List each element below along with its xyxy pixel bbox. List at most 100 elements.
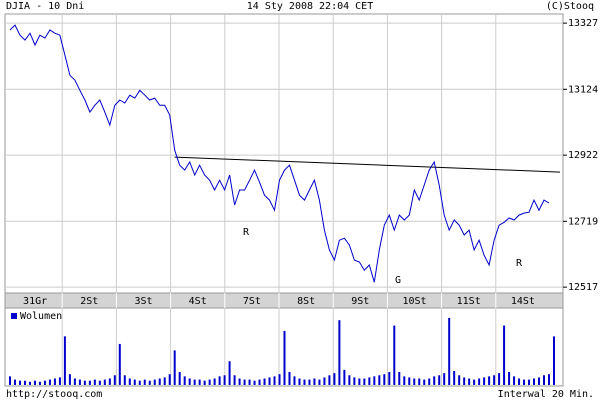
volume-bar	[288, 372, 291, 385]
volume-bar	[208, 379, 211, 385]
volume-bar	[543, 375, 546, 385]
volume-bar	[163, 377, 166, 385]
x-tick-label: 9St	[351, 296, 369, 307]
volume-bar	[478, 378, 481, 385]
volume-bar	[533, 378, 536, 385]
y-tick-label: 12922	[568, 150, 598, 161]
x-tick-label: 10St	[402, 296, 426, 307]
volume-bar	[123, 375, 126, 385]
volume-bar	[118, 343, 121, 385]
volume-bar	[328, 375, 331, 385]
volume-bar	[178, 372, 181, 385]
volume-bar	[428, 378, 431, 385]
volume-bar	[43, 380, 46, 385]
volume-bar	[233, 375, 236, 385]
volume-bar	[38, 381, 41, 385]
volume-bar	[318, 379, 321, 385]
annotation: R	[516, 258, 523, 269]
price-line	[9, 24, 550, 283]
header-center: 14 Sty 2008 22:04 CET	[247, 1, 373, 12]
volume-bar	[393, 325, 396, 385]
volume-bar	[338, 320, 341, 385]
volume-bar	[523, 379, 526, 385]
volume-bar	[443, 373, 446, 385]
volume-bar	[303, 379, 306, 385]
volume-bar	[408, 377, 411, 385]
volume-bar	[448, 318, 451, 385]
volume-bar	[153, 379, 156, 385]
volume-bar	[548, 374, 550, 385]
volume-bar	[263, 378, 266, 385]
volume-bar	[78, 379, 81, 385]
volume-bar	[468, 378, 471, 385]
volume-bar	[103, 379, 106, 385]
volume-bar	[143, 379, 146, 385]
volume-bar	[48, 379, 51, 385]
volume-bar	[278, 374, 281, 385]
volume-bar	[33, 380, 36, 385]
volume-bar	[373, 376, 376, 385]
volume-bar	[148, 380, 151, 385]
volume-bar	[528, 379, 531, 385]
volume-bar	[213, 378, 216, 385]
volume-bar	[183, 376, 186, 385]
volume-bar	[88, 380, 91, 385]
x-tick-label: 7St	[243, 296, 261, 307]
volume-bar	[63, 336, 66, 385]
volume-bar	[198, 379, 201, 385]
volume-bar	[308, 379, 311, 385]
volume-bar	[243, 379, 246, 385]
volume-bar	[463, 377, 466, 385]
volume-bar	[493, 375, 496, 385]
trendline	[174, 156, 561, 173]
volume-bar	[203, 380, 206, 385]
header-right: (C)Stooq	[546, 1, 594, 12]
volume-bar	[133, 379, 136, 385]
volume-bar	[503, 325, 506, 385]
volume-bar	[383, 374, 386, 385]
x-tick-label: 11St	[457, 296, 481, 307]
x-tick-label: 3St	[134, 296, 152, 307]
volume-bar	[228, 361, 231, 385]
volume-bar	[488, 376, 491, 385]
volume-bar	[453, 370, 456, 385]
y-tick-label: 13327	[568, 18, 598, 29]
volume-bar	[238, 378, 241, 385]
volume-bar	[283, 330, 286, 385]
x-tick-label: 4St	[189, 296, 207, 307]
volume-bar	[28, 381, 31, 385]
volume-bar	[108, 378, 111, 385]
y-tick-label: 12517	[568, 282, 598, 293]
volume-bar	[128, 378, 131, 385]
volume-bar	[473, 379, 476, 385]
volume-legend-label: Wolumen	[20, 311, 62, 322]
volume-bar	[53, 378, 56, 385]
volume-bar	[258, 379, 261, 385]
volume-bar	[18, 380, 21, 385]
volume-bar	[58, 377, 61, 385]
volume-bar	[483, 377, 486, 385]
volume-bar	[83, 380, 86, 385]
volume-bar	[508, 372, 511, 385]
volume-bar	[323, 377, 326, 385]
volume-bar	[458, 375, 461, 385]
volume-bar	[513, 376, 516, 385]
volume-bar	[333, 373, 336, 385]
volume-bar	[268, 377, 271, 385]
volume-bar	[68, 374, 71, 385]
volume-bar	[138, 380, 141, 385]
volume-bar	[98, 380, 101, 385]
header-left: DJIA - 10 Dni	[6, 1, 84, 12]
volume-bar	[423, 379, 426, 385]
x-tick-label: 14St	[511, 296, 535, 307]
volume-bar	[13, 379, 16, 385]
volume-bar	[498, 373, 501, 385]
volume-bar	[413, 378, 416, 385]
volume-bar	[193, 379, 196, 385]
volume-bar	[398, 372, 401, 385]
volume-bar	[343, 369, 346, 385]
volume-bar	[433, 376, 436, 385]
x-tick-label: 31Gr	[23, 296, 47, 307]
volume-bar	[388, 372, 391, 385]
annotation: G	[395, 275, 401, 286]
